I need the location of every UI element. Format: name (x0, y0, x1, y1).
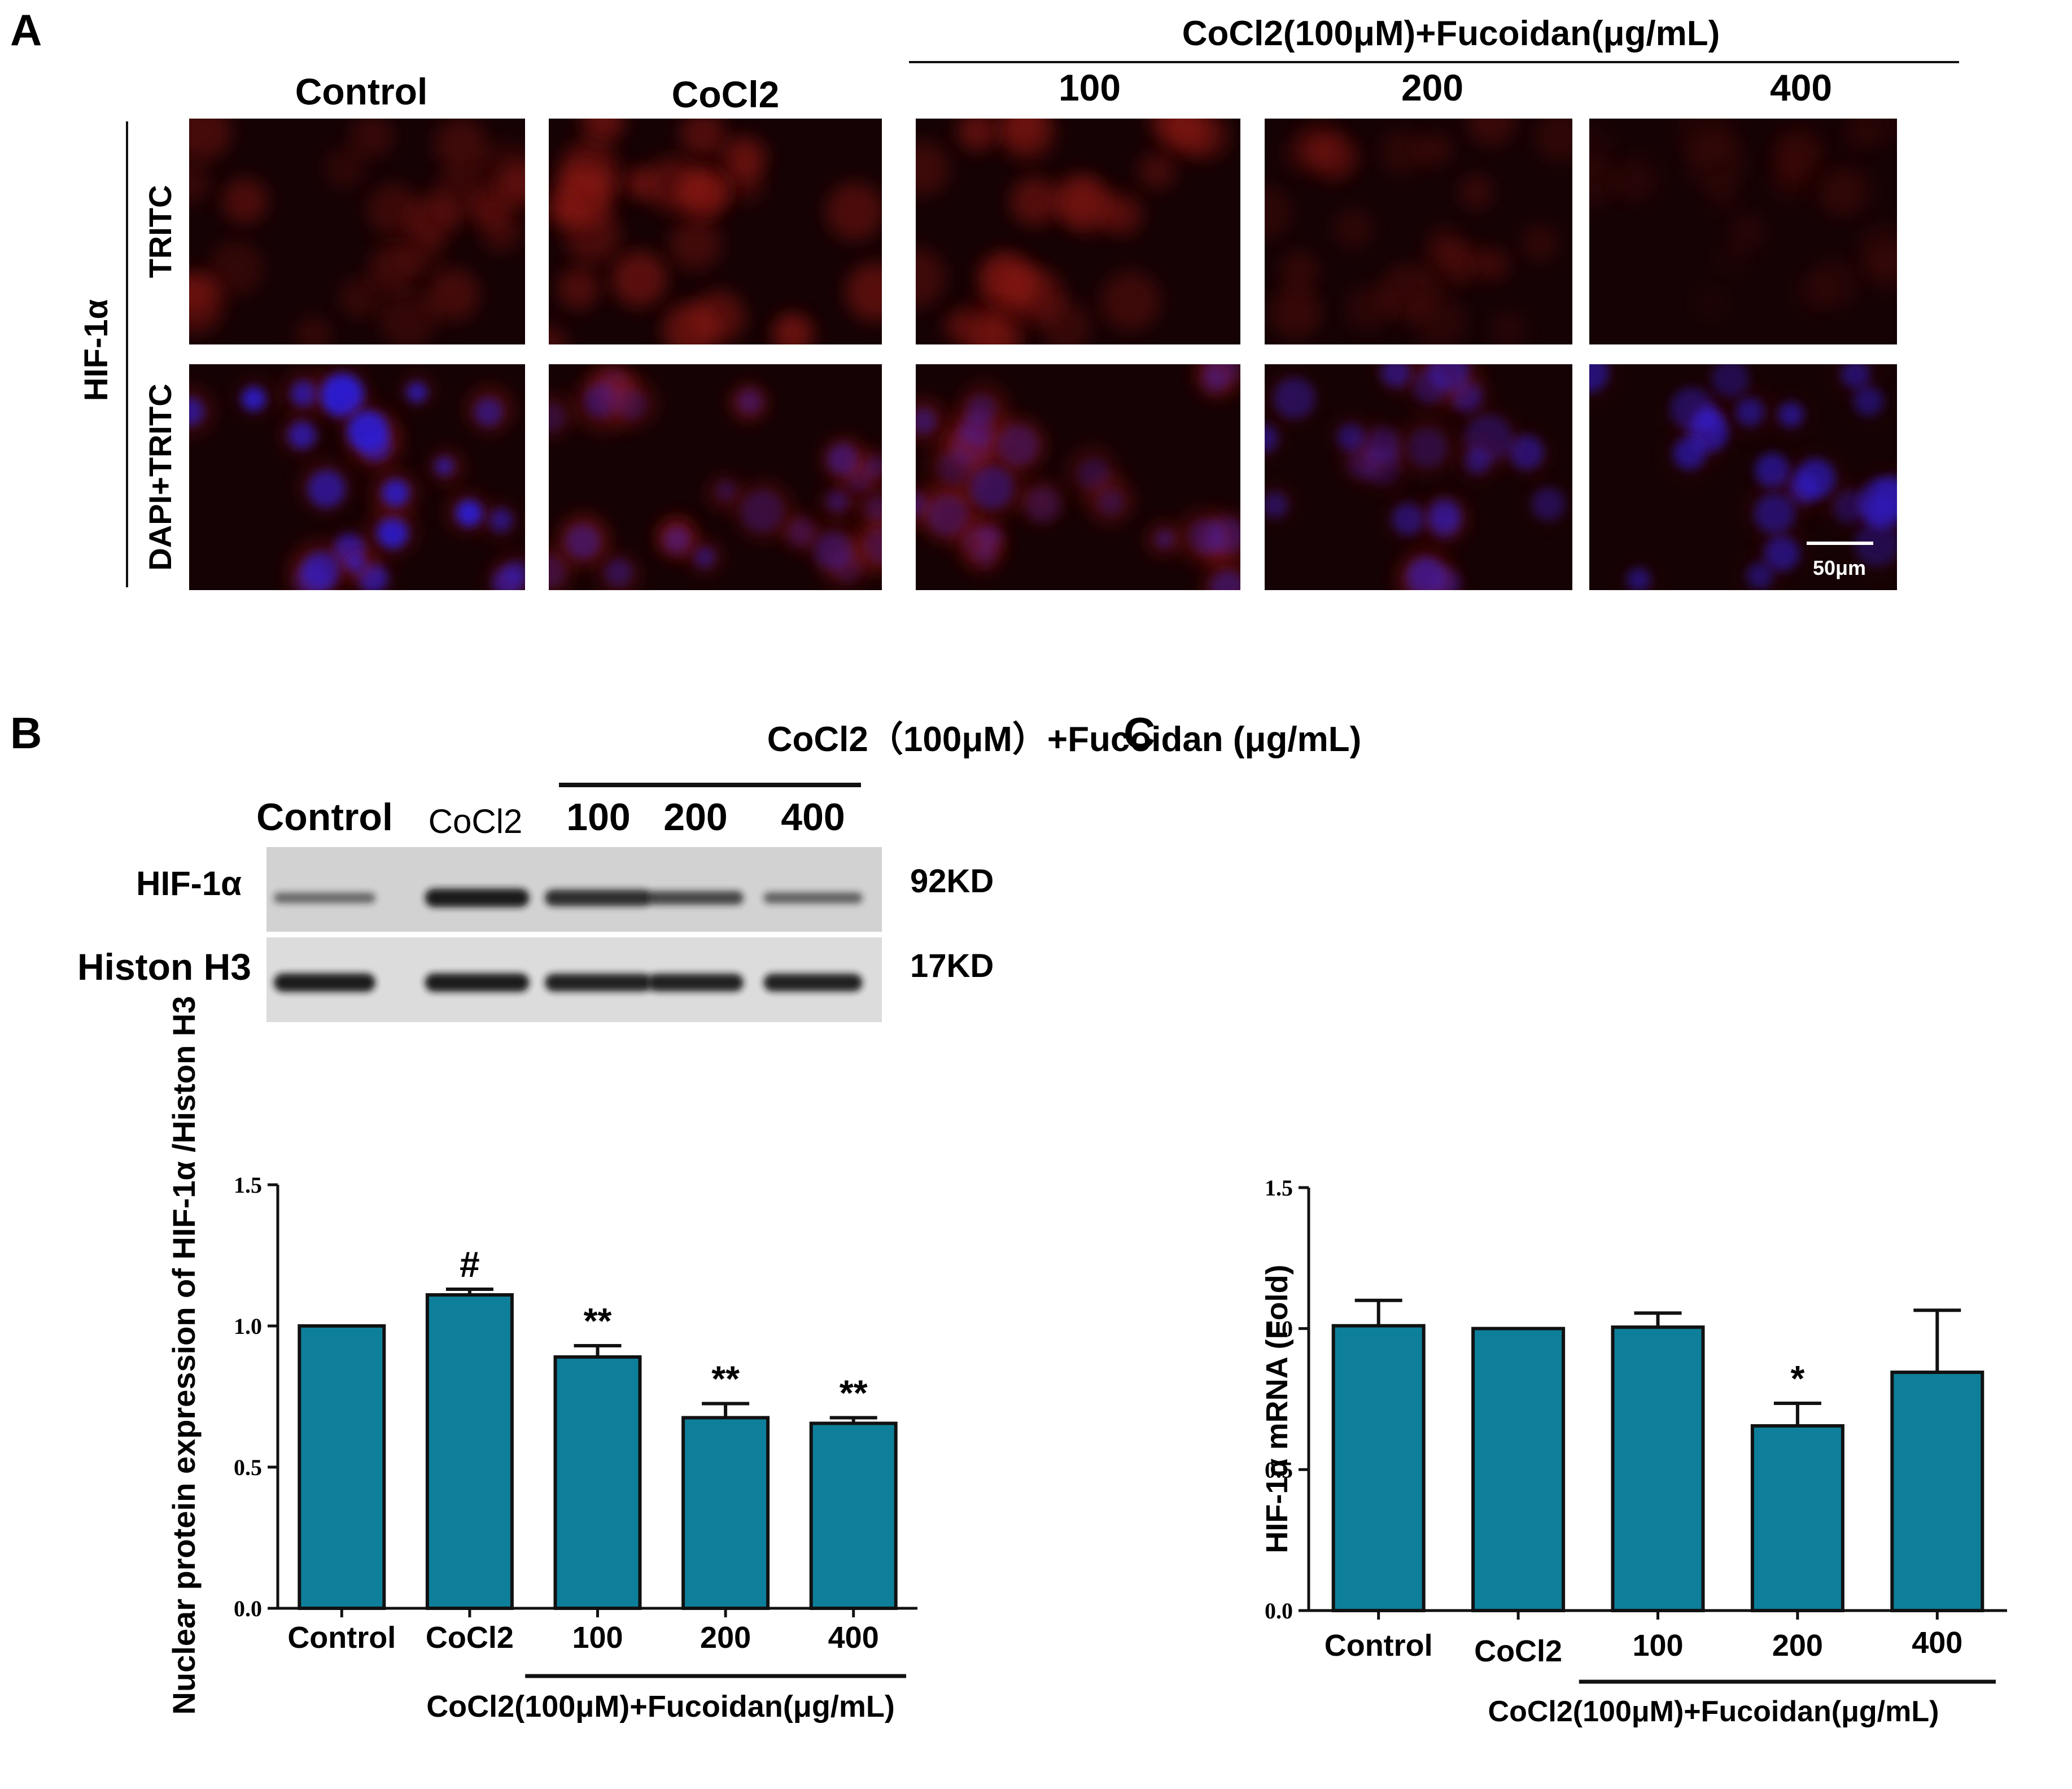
y-tick-label: 0.0 (1265, 1598, 1293, 1624)
panel-a-treatment-header: CoCl2(100μM)+Fucoidan(μg/mL) (1182, 14, 1720, 53)
bar-4 (1890, 1371, 1984, 1612)
micrograph-tritc-control (189, 119, 525, 344)
panel-a-row-label-tritc: TRITC (142, 185, 178, 278)
x-tick-label-3: 200 (700, 1621, 751, 1655)
scale-bar-label: 50μm (1813, 556, 1866, 579)
micrograph-dapi-tritc-control (189, 364, 525, 590)
significance-label-3: ** (711, 1359, 740, 1399)
significance-label-1: # (460, 1244, 480, 1285)
panel-a-col-label-400: 400 (1770, 67, 1832, 108)
panel-label-c: C (1124, 708, 1155, 758)
micrograph-dapi-tritc-200 (1265, 364, 1572, 590)
blot-membrane-hif (266, 847, 882, 932)
y-axis-label: HIF-1α mRNA (Fold) (1260, 1264, 1294, 1553)
blot-band-histone-2 (545, 974, 652, 992)
x-tick-label-1: CoCl2 (1474, 1634, 1562, 1668)
blot-band-histone-0 (274, 973, 375, 992)
blot-band-histone-1 (425, 973, 530, 992)
x-tick-label-0: Control (287, 1621, 396, 1655)
y-tick-label: 1.5 (234, 1172, 262, 1198)
blot-band-hif-1 (425, 888, 530, 907)
bar-0 (298, 1324, 386, 1610)
panel-a-group-label: HIF-1α (78, 299, 115, 401)
micrograph-tritc-100 (916, 119, 1240, 344)
micrograph-tritc-400 (1589, 119, 1897, 344)
bar-1 (425, 1293, 514, 1610)
blot-lane-label-100: 100 (566, 796, 630, 839)
blot-size-hif: 92KD (910, 863, 994, 900)
micrograph-tritc-200 (1265, 119, 1572, 344)
significance-label-2: ** (584, 1301, 612, 1341)
micrograph-dapi-tritc-100 (916, 364, 1240, 590)
bar-3 (681, 1416, 770, 1610)
blot-band-hif-0 (274, 892, 375, 904)
blot-lane-label-200: 200 (663, 796, 727, 839)
significance-label-4: ** (840, 1373, 868, 1413)
blot-band-hif-4 (763, 892, 863, 904)
y-tick-label: 0.5 (1265, 1457, 1293, 1482)
y-tick-label: 1.0 (1265, 1316, 1293, 1342)
y-tick-label: 1.0 (234, 1314, 262, 1339)
bar-0 (1331, 1324, 1426, 1612)
panel-a: CoCl2(100μM)+Fucoidan(μg/mL) Control CoC… (78, 14, 1959, 590)
blot-band-histone-4 (763, 974, 863, 992)
blot-band-hif-2 (545, 889, 652, 906)
panel-a-row-label-dapi-tritc: DAPI+TRITC (142, 383, 178, 570)
x-tick-label-1: CoCl2 (426, 1621, 514, 1655)
bar-2 (1611, 1325, 1705, 1612)
bar-4 (809, 1421, 898, 1610)
y-tick-label: 1.5 (1265, 1175, 1293, 1201)
micrograph-grid (189, 119, 1897, 590)
y-tick-label: 0.5 (234, 1455, 262, 1480)
x-axis-label: CoCl2(100μM)+Fucoidan(μg/mL) (426, 1690, 895, 1723)
bar-2 (553, 1355, 642, 1610)
blot-band-histone-3 (648, 974, 744, 992)
x-axis-label: CoCl2(100μM)+Fucoidan(μg/mL) (1488, 1695, 1939, 1728)
micrograph-dapi-tritc-cocl2 (549, 364, 882, 590)
panel-a-col-label-cocl2: CoCl2 (672, 73, 780, 115)
bar-3 (1750, 1424, 1844, 1613)
x-tick-label-2: 100 (1632, 1629, 1683, 1663)
x-tick-label-3: 200 (1772, 1629, 1823, 1663)
y-axis-label: Nuclear protein expression of HIF-1α /Hi… (166, 996, 202, 1715)
blot-bands (274, 888, 863, 992)
x-tick-label-0: Control (1324, 1629, 1433, 1663)
x-tick-label-4: 400 (828, 1621, 879, 1655)
x-tick-label-2: 100 (572, 1621, 623, 1655)
blot-lane-label-control: Control (256, 796, 393, 839)
blot-lane-label-400: 400 (781, 796, 845, 839)
micrograph-dapi-tritc-400 (1589, 364, 1897, 590)
panel-label-a: A (10, 5, 42, 55)
micrograph-tritc-cocl2 (549, 119, 882, 344)
blot-row-label-histone: Histon H3 (77, 946, 251, 988)
significance-label-3: * (1790, 1358, 1804, 1399)
panel-a-col-label-200: 200 (1401, 67, 1463, 108)
chart-b: 0.0 0.5 1.0 1.5 Nuclear protein expression o… (166, 996, 917, 1723)
panel-b-blot: CoCl2（100μM）+Fucoidan (μg/mL) Control Co… (77, 719, 1361, 1022)
panel-a-col-label-control: Control (295, 71, 428, 112)
panel-label-b: B (10, 708, 42, 758)
panel-a-col-label-100: 100 (1059, 67, 1121, 108)
blot-band-hif-3 (648, 891, 744, 905)
blot-lane-label-cocl2: CoCl2 (429, 802, 523, 840)
blot-size-histone: 17KD (910, 948, 994, 984)
blot-row-label-hif: HIF-1α (136, 865, 242, 902)
bar-1 (1471, 1327, 1566, 1613)
chart-c: 0.0 0.5 1.0 1.5 HIF-1α mRNA (Fold) Control CoC… (1260, 1175, 2007, 1728)
y-tick-label: 0.0 (234, 1596, 262, 1621)
x-tick-label-4: 400 (1912, 1626, 1962, 1660)
blot-treatment-header: CoCl2（100μM）+Fucoidan (μg/mL) (767, 719, 1361, 759)
